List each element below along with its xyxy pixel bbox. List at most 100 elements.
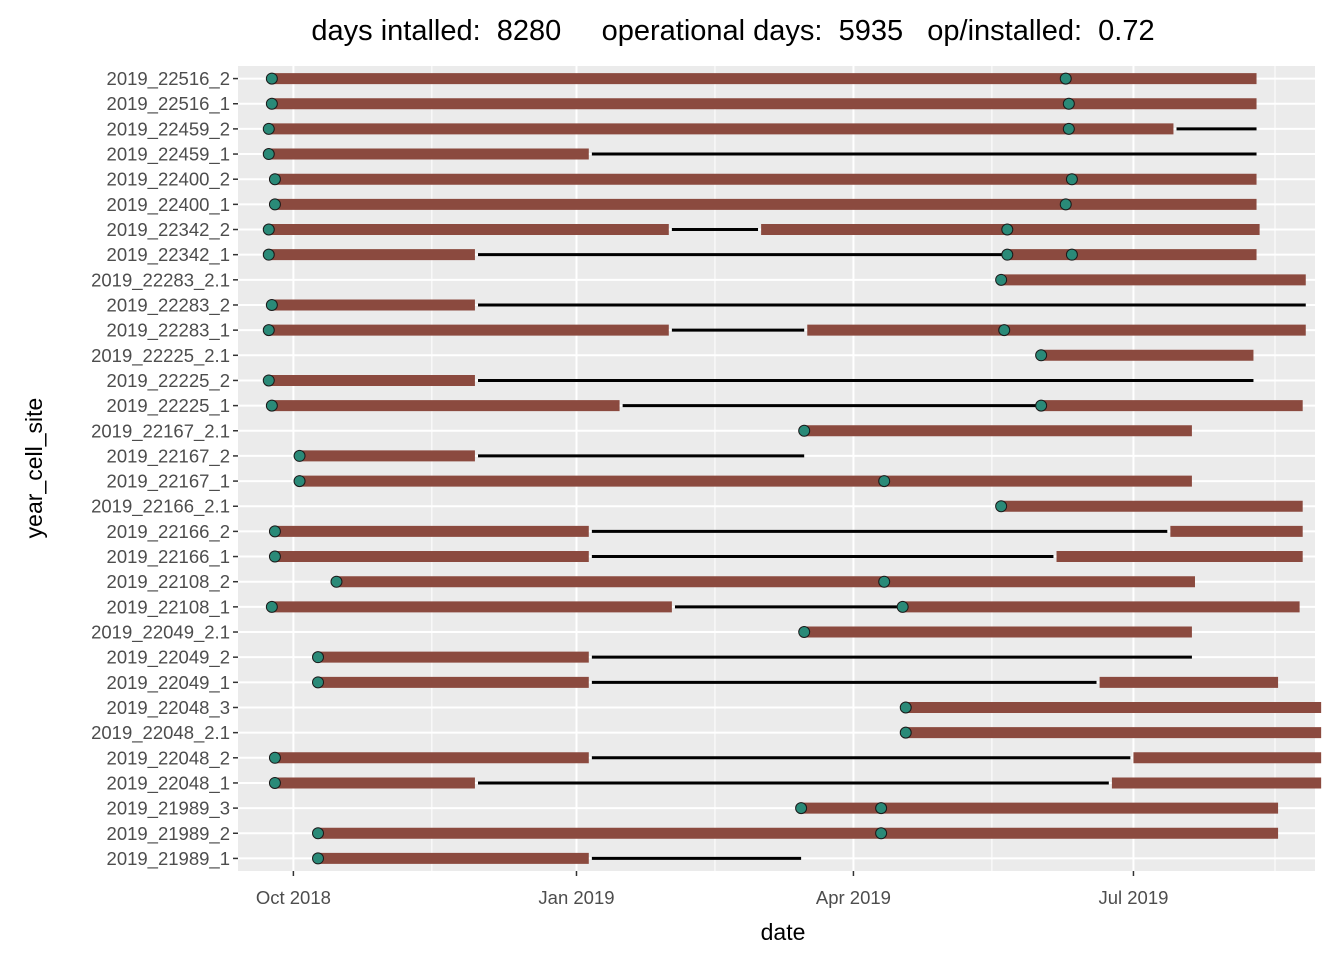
row-2019_22167_2.1 [798,424,1192,437]
event-point [1062,122,1075,135]
event-point [312,651,325,664]
event-point [995,273,1008,286]
event-point [265,399,278,412]
y-tick-label: 2019_22516_1 [107,93,230,115]
event-point [875,827,888,840]
row-2019_22049_1 [312,676,1279,689]
row-2019_22048_1 [268,776,1322,789]
row-2019_22167_1 [293,475,1192,488]
y-tick-label: 2019_22283_1 [107,320,230,342]
event-point [268,776,281,789]
chart-title: days intalled: 8280 operational days: 59… [311,15,1154,47]
event-point [878,475,891,488]
row-2019_22225_2.1 [1035,349,1254,362]
event-point [899,726,912,739]
row-2019_22283_2 [265,298,1306,311]
y-tick-label: 2019_22108_2 [107,571,230,593]
y-tick-label: 2019_22166_2.1 [91,496,230,518]
row-2019_22283_2.1 [995,273,1306,286]
row-2019_22225_1 [265,399,1303,412]
event-point [262,324,275,337]
event-point [1035,349,1048,362]
row-2019_22225_2 [262,374,1254,387]
row-2019_22166_2.1 [995,500,1303,513]
y-tick-label: 2019_22459_2 [107,118,230,140]
event-point [1059,198,1072,211]
y-tick-label: 2019_22400_1 [107,194,230,216]
row-2019_22048_2.1 [899,726,1322,739]
row-2019_22516_2 [265,72,1257,85]
y-tick-label: 2019_21989_3 [107,798,230,820]
row-2019_22048_3 [899,701,1322,714]
y-tick-label: 2019_22166_2 [107,521,230,543]
row-2019_22048_2 [268,751,1322,764]
row-2019_22400_1 [268,198,1257,211]
event-point [262,248,275,261]
event-point [262,223,275,236]
event-point [262,374,275,387]
x-tick-label: Jan 2019 [538,887,614,908]
event-point [1065,248,1078,261]
event-point [998,324,1011,337]
y-tick-label: 2019_22048_2 [107,747,230,769]
y-tick-label: 2019_22048_1 [107,772,230,794]
event-point [265,97,278,110]
event-point [262,122,275,135]
row-2019_22049_2 [312,651,1192,664]
event-point [268,550,281,563]
row-2019_22459_1 [262,148,1257,161]
event-point [798,626,811,639]
x-tick-label: Jul 2019 [1098,887,1168,908]
y-tick-label: 2019_22225_1 [107,395,230,417]
row-2019_22342_2 [262,223,1260,236]
y-axis: 2019_22516_2 2019_22516_1 2019_22459_2 2019… [91,68,238,870]
row-2019_22167_2 [293,449,805,462]
event-point [268,525,281,538]
y-tick-label: 2019_22167_1 [107,471,230,493]
event-point [265,72,278,85]
y-tick-label: 2019_22108_1 [107,596,230,618]
row-2019_22459_2 [262,122,1257,135]
x-axis-title: date [761,919,806,945]
y-tick-label: 2019_22048_2.1 [91,722,230,744]
y-tick-label: 2019_22225_2 [107,370,230,392]
event-point [1001,248,1014,261]
x-tick-label: Oct 2018 [256,887,331,908]
row-2019_21989_1 [312,852,802,865]
row-2019_22049_2.1 [798,626,1192,639]
y-tick-label: 2019_22459_1 [107,144,230,166]
event-point [312,827,325,840]
event-point [896,600,909,613]
y-tick-label: 2019_22049_1 [107,672,230,694]
event-point [312,852,325,865]
y-tick-label: 2019_22342_2 [107,219,230,241]
row-2019_22108_1 [265,600,1300,613]
event-point [1001,223,1014,236]
event-point [1059,72,1072,85]
event-point [1035,399,1048,412]
plot-panel [238,66,1315,871]
y-tick-label: 2019_22049_2 [107,647,230,669]
event-point [293,475,306,488]
event-point [293,449,306,462]
row-2019_22108_2 [330,575,1195,588]
event-point [262,148,275,161]
y-tick-label: 2019_22283_2 [107,294,230,316]
row-2019_21989_2 [312,827,1279,840]
event-point [330,575,343,588]
y-tick-label: 2019_21989_1 [107,848,230,870]
event-point [798,424,811,437]
row-2019_22516_1 [265,97,1257,110]
event-point [268,751,281,764]
event-point [265,600,278,613]
event-point [995,500,1008,513]
y-axis-title: year_cell_site [21,398,47,539]
event-point [268,198,281,211]
y-tick-label: 2019_22049_2.1 [91,622,230,644]
chart-marks [262,72,1322,865]
y-tick-label: 2019_22048_3 [107,697,230,719]
event-point [312,676,325,689]
event-point [1062,97,1075,110]
event-point [899,701,912,714]
y-tick-label: 2019_22516_2 [107,68,230,90]
